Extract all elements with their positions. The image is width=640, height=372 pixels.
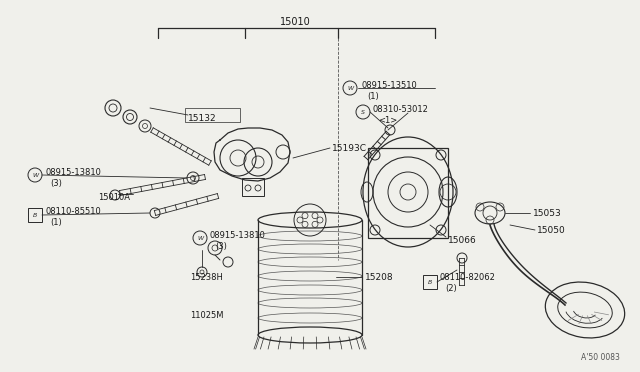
Bar — [368, 148, 448, 238]
Text: 15050: 15050 — [537, 225, 566, 234]
Ellipse shape — [545, 282, 625, 338]
Text: 15193C: 15193C — [332, 144, 367, 153]
Ellipse shape — [475, 202, 505, 224]
Text: 15066: 15066 — [448, 235, 477, 244]
Text: 08110-82062: 08110-82062 — [440, 273, 496, 282]
Text: B: B — [33, 212, 37, 218]
Text: W: W — [347, 86, 353, 90]
Text: W: W — [32, 173, 38, 177]
Text: 11025M: 11025M — [190, 311, 223, 320]
Ellipse shape — [363, 137, 453, 247]
Text: 15010: 15010 — [280, 17, 310, 27]
Text: (1): (1) — [367, 92, 379, 100]
Text: 15010A: 15010A — [98, 192, 130, 202]
Circle shape — [208, 241, 222, 255]
Text: <1>: <1> — [378, 115, 397, 125]
Text: 15053: 15053 — [533, 208, 562, 218]
Text: 08915-13810: 08915-13810 — [210, 231, 266, 240]
Text: W: W — [197, 235, 203, 241]
Bar — [423, 275, 437, 289]
Bar — [242, 178, 264, 196]
Text: 08110-85510: 08110-85510 — [45, 206, 100, 215]
Text: 15208: 15208 — [365, 273, 394, 282]
Text: 08915-13510: 08915-13510 — [362, 80, 418, 90]
Text: 15238H: 15238H — [190, 273, 223, 282]
Bar — [28, 208, 42, 222]
Text: B: B — [428, 279, 432, 285]
Text: 08915-13810: 08915-13810 — [45, 167, 101, 176]
Circle shape — [105, 100, 121, 116]
Text: (2): (2) — [445, 285, 457, 294]
Text: 15132: 15132 — [188, 113, 216, 122]
Bar — [185, 108, 240, 122]
Text: A'50 0083: A'50 0083 — [581, 353, 620, 362]
Text: (3): (3) — [50, 179, 62, 187]
Circle shape — [123, 110, 137, 124]
Text: 08310-53012: 08310-53012 — [373, 105, 429, 113]
Text: (1): (1) — [50, 218, 61, 227]
Text: (3): (3) — [215, 241, 227, 250]
Text: S: S — [361, 109, 365, 115]
